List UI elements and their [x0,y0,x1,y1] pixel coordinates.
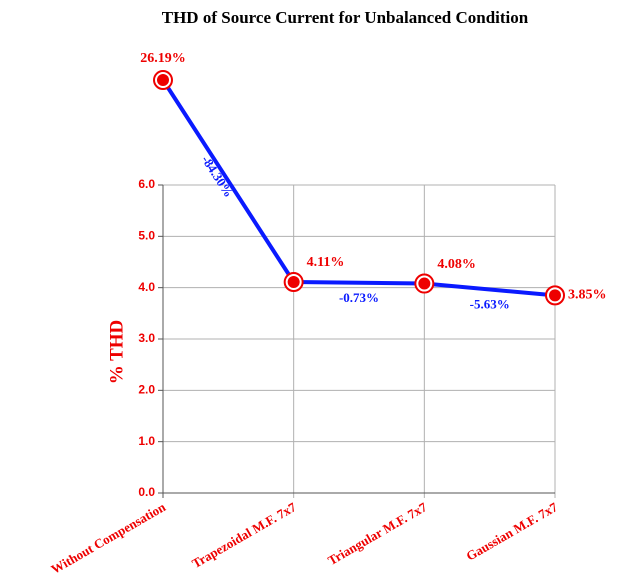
x-tick-label: Without Compensation [48,499,168,577]
x-tick-label: Triangular M.F. 7x7 [325,499,430,568]
y-tick-label: 1.0 [138,434,155,448]
marker [418,277,431,290]
value-label: 4.08% [437,257,476,272]
y-tick-label: 0.0 [138,485,155,499]
annotation: -5.63% [470,296,510,311]
y-tick-label: 4.0 [138,280,155,294]
marker [287,276,300,289]
y-axis-label: % THD [106,320,127,385]
y-tick-label: 3.0 [138,331,155,345]
y-tick-label: 2.0 [138,383,155,397]
x-tick-label: Gaussian M.F. 7x7 [463,499,560,564]
value-label: 4.11% [307,255,345,270]
y-tick-label: 6.0 [138,177,155,191]
annotation: -0.73% [339,290,379,305]
marker [549,289,561,302]
line [161,78,556,298]
value-label: 3.85% [568,288,607,303]
marker [157,74,169,87]
annotation: -84.30% [199,153,237,200]
value-label: 26.19% [140,51,186,66]
y-tick-label: 5.0 [138,229,155,243]
x-tick-label: Trapezoidal M.F. 7x7 [189,499,299,571]
chart-title: THD of Source Current for Unbalanced Con… [162,8,529,27]
